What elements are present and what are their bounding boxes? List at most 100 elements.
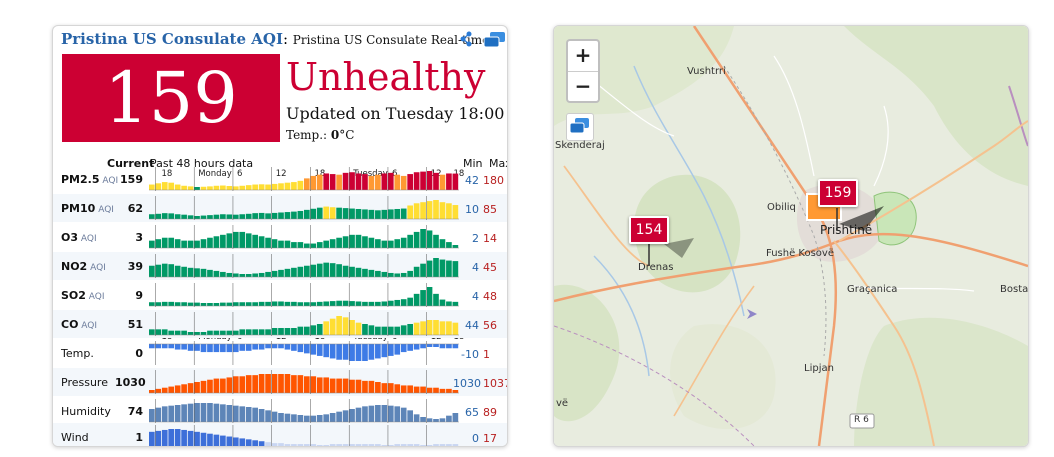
sparkline-bar (420, 344, 426, 349)
current-value: 1030 (115, 376, 146, 389)
sparkline-bar (355, 267, 362, 277)
metric-name: PM10 (61, 202, 96, 215)
sparkline-so2[interactable] (149, 283, 459, 307)
row-label: PM2.5 AQI (61, 173, 118, 186)
sparkline-bar (368, 301, 375, 306)
station-name[interactable]: Pristina US Consulate AQI (61, 30, 283, 48)
zoom-out-button[interactable]: − (574, 74, 592, 98)
map-canvas[interactable] (554, 26, 1028, 446)
sparkline-bar (336, 344, 342, 360)
sparkline-bar (220, 330, 226, 335)
zoom-in-button[interactable]: + (568, 41, 598, 72)
sparkline-bar (155, 183, 162, 190)
sparkline-pm10[interactable] (149, 196, 459, 220)
sparkline-pm25[interactable] (149, 167, 459, 191)
sparkline-bar (362, 406, 368, 423)
sparkline-bar (226, 233, 233, 249)
sparkline-bar (439, 418, 446, 423)
sparkline-bar (375, 405, 381, 422)
sparkline-bar (174, 184, 181, 190)
sparkline-no2[interactable] (149, 254, 459, 278)
sparkline-bar (258, 374, 265, 393)
sparkline-bar (232, 330, 239, 335)
sparkline-bar (413, 203, 420, 219)
sparkline-bar (387, 383, 394, 394)
road-sign-label: R 6 (854, 415, 869, 425)
sparkline-bar (291, 344, 297, 351)
sparkline-bar (271, 374, 278, 393)
sparkline-bar (265, 184, 271, 190)
sparkline-bar (329, 263, 336, 278)
sparkline-bar (375, 301, 381, 306)
station-marker-159[interactable]: 159 (818, 179, 858, 207)
axis-tick-label: 6 (391, 169, 398, 179)
metric-name: Temp. (61, 347, 94, 360)
sparkline-bar (168, 386, 175, 394)
sparkline-bar (336, 300, 342, 307)
sparkline-bar (452, 205, 459, 220)
share-icon[interactable] (459, 31, 473, 47)
sparkline-bar (168, 301, 175, 306)
sparkline-o3[interactable] (149, 225, 459, 249)
sparkline-bar (252, 184, 258, 190)
sparkline-bar (207, 237, 213, 248)
current-value: 74 (127, 405, 143, 418)
sparkline-bar (149, 344, 155, 349)
sparkline-pressure[interactable] (149, 370, 459, 394)
place-label: Drenas (638, 262, 674, 273)
sparkline-bar (342, 265, 349, 278)
sparkline-bar (232, 186, 239, 191)
sparkline-bar (220, 185, 226, 191)
sparkline-bar (149, 265, 155, 278)
current-value: 51 (127, 318, 143, 331)
map-card[interactable]: + − Vushtrri Skenderaj Obiliq Prishtinë … (553, 25, 1029, 447)
windows-icon[interactable] (483, 31, 507, 49)
sparkline-bar (239, 274, 246, 277)
sparkline-wind[interactable] (149, 425, 459, 447)
sparkline-co[interactable] (149, 312, 459, 336)
sparkline-bar (174, 302, 181, 306)
sparkline-bar (149, 329, 155, 336)
layers-button[interactable] (566, 113, 594, 141)
sparkline-bar (413, 172, 420, 191)
sparkline-bar (213, 378, 220, 394)
sparkline-bar (342, 344, 349, 360)
sparkline-bar (213, 214, 220, 220)
sparkline-bar (194, 382, 200, 393)
sparkline-bar (407, 444, 413, 446)
sparkline-bar (426, 230, 433, 249)
sparkline-bar (168, 330, 175, 335)
sparkline-bar (426, 387, 433, 394)
sparkline-bar (336, 378, 342, 394)
sparkline-bar (426, 445, 433, 446)
sparkline-temp[interactable] (149, 341, 459, 365)
sparkline-bar (446, 301, 452, 306)
sparkline-bar (155, 329, 162, 336)
sparkline-bar (316, 344, 323, 356)
sparkline-bar (161, 301, 168, 306)
sparkline-bar (342, 208, 349, 219)
sparkline-bar (252, 407, 258, 422)
sparkline-bar (161, 237, 168, 248)
sparkline-bar (439, 202, 446, 220)
sparkline-bar (329, 207, 336, 220)
sparkline-bar (329, 174, 336, 190)
sparkline-bar (284, 301, 291, 306)
sparkline-bar (187, 186, 194, 191)
sparkline-bar (155, 213, 162, 219)
sparkline-bar (387, 272, 394, 277)
sparkline-bar (368, 444, 375, 446)
sparkline-bar (400, 344, 407, 353)
sparkline-bar (355, 301, 362, 306)
sparkline-bar (407, 410, 413, 423)
row-label: PM10 AQI (61, 202, 114, 215)
sparkline-humidity[interactable] (149, 399, 459, 423)
sparkline-bar (375, 174, 381, 191)
station-marker-154[interactable]: 154 (629, 216, 669, 244)
sparkline-bar (342, 444, 349, 446)
sparkline-bar (271, 344, 278, 349)
zoom-control: + − (566, 39, 600, 103)
sparkline-bar (349, 234, 355, 248)
min-value: 4 (472, 261, 479, 274)
sparkline-bar (329, 413, 336, 422)
